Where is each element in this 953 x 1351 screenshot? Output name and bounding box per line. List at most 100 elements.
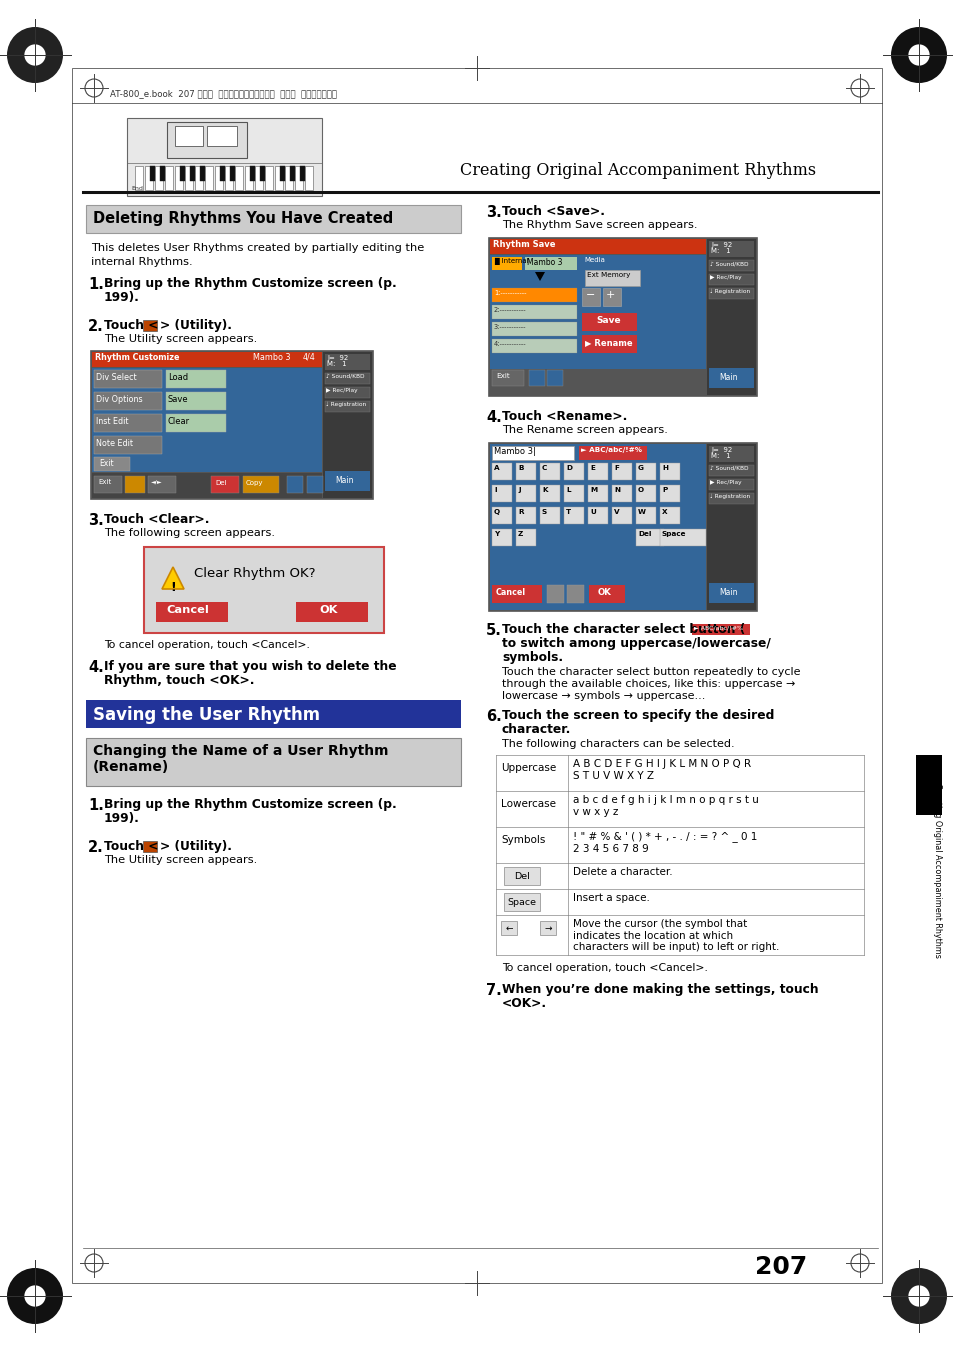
Bar [492,257,521,270]
Text: ♩ Registration: ♩ Registration [709,494,749,500]
Text: character.: character. [501,723,571,736]
Bar [708,480,753,490]
Bar [492,585,541,603]
Text: 2:-----------: 2:----------- [494,307,526,313]
Text: Touch the character select button repeatedly to cycle: Touch the character select button repeat… [501,667,800,677]
Text: Saving the User Rhythm: Saving the User Rhythm [92,707,320,724]
Bar [325,401,370,412]
Text: Q: Q [494,509,499,515]
Text: J=  92: J= 92 [710,447,732,453]
Bar [659,463,679,480]
Bar [211,476,239,493]
Polygon shape [535,272,544,281]
Text: internal Rhythms.: internal Rhythms. [91,257,193,267]
Bar [230,166,234,181]
Text: Del: Del [638,531,651,536]
Bar [265,166,273,190]
Text: Mambo 3: Mambo 3 [253,353,291,362]
Text: Main: Main [719,373,737,382]
Bar [185,166,193,190]
Bar [708,493,753,504]
Circle shape [907,1285,928,1306]
Text: (Rename): (Rename) [92,761,169,774]
Bar [708,274,753,285]
Text: 3.: 3. [485,205,501,220]
Text: H: H [661,465,667,471]
Bar [86,738,460,786]
Bar [612,485,631,503]
Bar [205,166,213,190]
Text: O: O [638,486,643,493]
Text: A B C D E F G H I J K L M N O P Q R
S T U V W X Y Z: A B C D E F G H I J K L M N O P Q R S T … [573,759,750,781]
Bar [94,436,162,454]
Circle shape [890,27,946,82]
Text: a b c d e f g h i j k l m n o p q r s t u
v w x y z: a b c d e f g h i j k l m n o p q r s t … [573,794,758,816]
Bar [220,166,225,181]
Text: > (Utility).: > (Utility). [160,840,232,852]
Bar [587,463,607,480]
Bar [86,205,460,232]
Bar [492,339,577,353]
Bar [584,270,639,286]
Text: N: N [614,486,619,493]
Text: !: ! [170,581,175,594]
Text: Delete a character.: Delete a character. [573,867,672,877]
Bar [91,473,322,499]
Bar [260,166,265,181]
Text: ► ABC/abc/!#%: ► ABC/abc/!#% [693,626,742,630]
Bar [194,166,203,190]
Bar [148,476,175,493]
Text: U: U [589,509,595,515]
Bar [581,288,599,305]
Bar [566,585,583,603]
Text: I: I [494,486,497,493]
Text: Rhythm, touch <OK>.: Rhythm, touch <OK>. [104,674,254,688]
Bar [250,166,254,181]
Text: V: V [614,509,619,515]
Text: Bring up the Rhythm Customize screen (p.: Bring up the Rhythm Customize screen (p. [104,277,396,290]
Bar [243,476,278,493]
Text: 5.: 5. [485,623,501,638]
Circle shape [907,45,928,66]
Text: Y: Y [494,531,498,536]
Circle shape [7,1269,63,1324]
Text: Ext Memory: Ext Memory [586,272,630,278]
Text: Load: Load [168,373,188,382]
Text: Deleting Rhythms You Have Created: Deleting Rhythms You Have Created [92,211,393,226]
Bar [588,585,624,603]
Bar [94,392,162,409]
Text: This deletes User Rhythms created by partially editing the: This deletes User Rhythms created by par… [91,243,424,253]
Circle shape [25,45,46,66]
Text: The Utility screen appears.: The Utility screen appears. [104,855,257,865]
Bar [708,446,753,462]
Text: Touch <: Touch < [104,840,158,852]
Text: To cancel operation, touch <Cancel>.: To cancel operation, touch <Cancel>. [104,640,310,650]
Bar [285,166,293,190]
Bar [563,485,583,503]
Text: 4.: 4. [88,661,104,676]
Bar [524,257,577,270]
Text: Touch the screen to specify the desired: Touch the screen to specify the desired [501,709,774,721]
Text: S: S [541,509,547,515]
Text: ▶ Rec/Play: ▶ Rec/Play [709,480,740,485]
Bar [492,530,512,546]
Bar [86,700,460,728]
Bar [166,370,226,388]
Bar [516,530,536,546]
Bar [708,240,753,257]
Text: 1.: 1. [88,798,104,813]
Text: Inst Edit: Inst Edit [96,417,129,426]
Bar [490,255,705,369]
Polygon shape [162,567,184,589]
Bar [165,166,172,190]
Bar [636,463,656,480]
Text: ▉ Internal: ▉ Internal [494,258,528,265]
Bar [156,603,228,621]
Text: G: G [638,465,643,471]
Bar [174,126,203,146]
Bar [492,485,512,503]
Text: Touch <Clear>.: Touch <Clear>. [104,513,210,526]
Text: E: E [589,465,595,471]
Text: Creating Original Accompaniment Rhythms: Creating Original Accompaniment Rhythms [459,162,815,178]
Text: To cancel operation, touch <Cancel>.: To cancel operation, touch <Cancel>. [501,963,707,973]
